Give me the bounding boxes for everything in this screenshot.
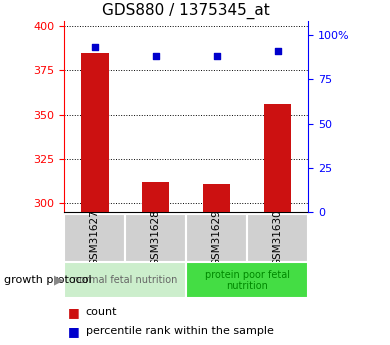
Bar [186,262,308,298]
Bar [203,184,230,345]
Point [92,45,98,50]
Text: GSM31628: GSM31628 [151,210,161,266]
Bar [64,262,186,298]
Text: normal fetal nutrition: normal fetal nutrition [73,275,177,285]
Text: GSM31630: GSM31630 [273,210,283,266]
Bar [264,104,291,345]
Text: count: count [86,307,117,317]
Point [275,48,281,53]
Point [214,53,220,59]
Bar [64,214,125,262]
Text: protein poor fetal
nutrition: protein poor fetal nutrition [205,269,290,291]
Bar [81,53,108,345]
Point [152,53,159,59]
Bar [142,182,170,345]
Text: GSM31629: GSM31629 [212,210,222,266]
Text: ■: ■ [68,306,80,319]
Text: ■: ■ [68,325,80,338]
Text: growth protocol: growth protocol [4,275,92,285]
Bar [247,214,308,262]
Text: GSM31627: GSM31627 [90,210,100,266]
Bar [125,214,186,262]
Text: ▶: ▶ [55,274,64,287]
Title: GDS880 / 1375345_at: GDS880 / 1375345_at [102,3,270,19]
Text: percentile rank within the sample: percentile rank within the sample [86,326,274,336]
Bar [186,214,247,262]
